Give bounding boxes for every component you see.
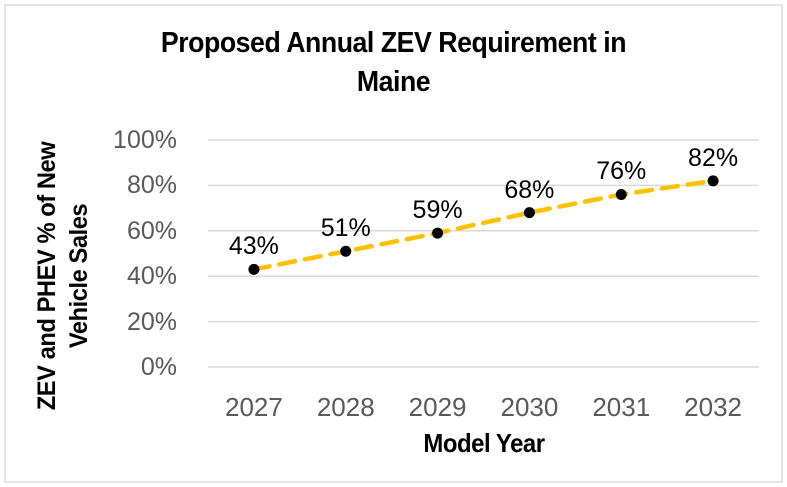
data-label: 68% xyxy=(504,175,555,204)
y-tick-label: 40% xyxy=(126,262,177,291)
data-point-marker xyxy=(523,207,535,219)
data-label: 82% xyxy=(688,143,739,172)
data-point-marker xyxy=(615,188,627,200)
y-tick-label: 0% xyxy=(140,353,177,381)
x-tick-label: 2030 xyxy=(500,392,559,422)
chart-title-line-1: Proposed Annual ZEV Requirement in xyxy=(160,27,627,59)
data-label: 76% xyxy=(596,157,647,186)
data-point-marker xyxy=(340,245,352,257)
data-label: 51% xyxy=(320,214,371,243)
data-label: 59% xyxy=(412,196,463,225)
x-axis-title: Model Year xyxy=(423,428,545,458)
chart-title-line-2: Maine xyxy=(356,66,431,98)
x-tick-label: 2031 xyxy=(592,392,651,422)
y-tick-label: 80% xyxy=(126,171,177,200)
data-label: 43% xyxy=(228,232,279,261)
trend-line xyxy=(251,178,716,272)
data-point-marker xyxy=(707,175,719,187)
x-tick-label: 2027 xyxy=(224,392,283,422)
x-tick-label: 2032 xyxy=(684,392,742,422)
data-point-marker xyxy=(248,263,260,275)
y-tick-label: 100% xyxy=(113,126,177,154)
y-tick-label: 20% xyxy=(126,307,177,336)
y-tick-label: 60% xyxy=(126,216,177,245)
chart-title: Proposed Annual ZEV Requirement in Maine xyxy=(31,24,755,102)
data-point-marker xyxy=(432,227,444,239)
x-tick-label: 2028 xyxy=(316,392,375,422)
x-tick-label: 2029 xyxy=(408,392,467,422)
